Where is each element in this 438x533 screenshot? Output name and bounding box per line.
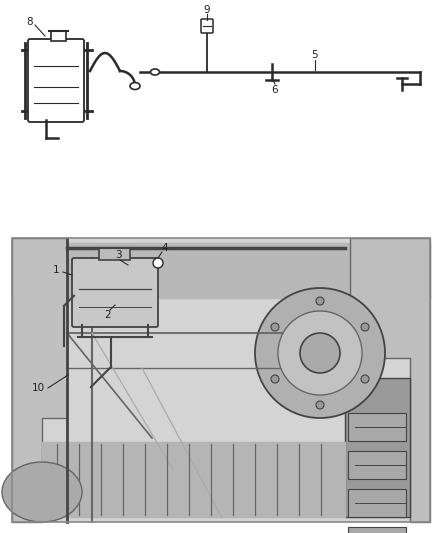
Circle shape (153, 258, 163, 268)
FancyBboxPatch shape (72, 258, 158, 327)
Bar (345, 378, 410, 517)
Text: 6: 6 (272, 85, 278, 95)
Bar (99, 248, 130, 260)
Bar (348, 527, 406, 533)
Ellipse shape (151, 69, 159, 75)
Text: 4: 4 (162, 243, 168, 253)
Bar (348, 489, 406, 517)
Circle shape (316, 401, 324, 409)
Bar (51, 31, 67, 41)
Circle shape (255, 288, 385, 418)
Text: 3: 3 (115, 250, 121, 260)
Bar (348, 413, 406, 441)
Text: 9: 9 (204, 5, 210, 15)
Ellipse shape (130, 83, 140, 90)
Text: 1: 1 (53, 265, 59, 275)
FancyBboxPatch shape (201, 19, 213, 33)
Circle shape (361, 323, 369, 331)
Bar (12, 238, 430, 522)
Circle shape (278, 311, 362, 395)
Text: 8: 8 (27, 17, 33, 27)
Bar (348, 451, 406, 479)
Circle shape (300, 333, 340, 373)
Circle shape (361, 375, 369, 383)
Circle shape (316, 297, 324, 305)
Bar (12, 238, 430, 522)
Text: 10: 10 (32, 383, 45, 393)
Ellipse shape (2, 462, 82, 522)
Polygon shape (350, 238, 430, 522)
Circle shape (271, 375, 279, 383)
FancyBboxPatch shape (28, 39, 84, 122)
Circle shape (271, 323, 279, 331)
Polygon shape (12, 238, 67, 522)
Text: 2: 2 (105, 310, 111, 320)
Text: 5: 5 (312, 50, 318, 60)
